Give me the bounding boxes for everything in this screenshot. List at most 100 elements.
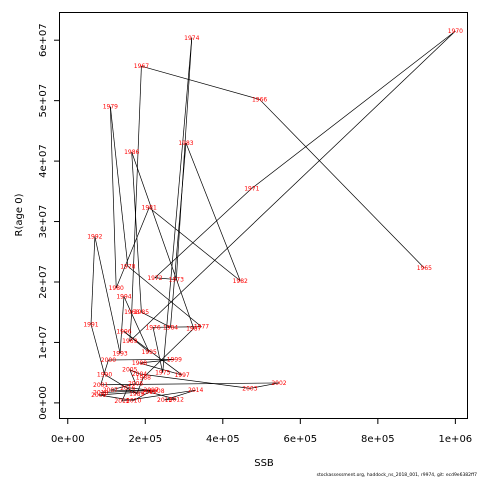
- segment-1992-1993: [94, 236, 121, 354]
- segment-1982-1983: [185, 142, 241, 281]
- year-label-1991: 1991: [83, 321, 98, 328]
- x-tick-label: 1e+06: [439, 434, 473, 445]
- segment-1972-1973: [154, 277, 177, 280]
- year-label-2018: 2018: [93, 390, 108, 397]
- segment-1965-1966: [259, 99, 425, 269]
- segment-2012-2013: [164, 398, 177, 401]
- year-label-2016: 2016: [120, 385, 135, 392]
- year-label-2004: 2004: [132, 371, 147, 378]
- year-label-2012: 2012: [169, 396, 184, 403]
- year-label-1996: 1996: [116, 329, 131, 336]
- segment-1987-1988: [143, 328, 194, 378]
- year-label-1980: 1980: [109, 285, 124, 292]
- year-label-1988: 1988: [136, 375, 151, 382]
- year-label-1984: 1984: [163, 324, 178, 331]
- x-tick-label: 4e+05: [206, 434, 240, 445]
- year-label-1997: 1997: [174, 372, 189, 379]
- segment-2015-2016: [121, 387, 129, 402]
- year-label-2017: 2017: [143, 387, 158, 394]
- year-label-2015: 2015: [114, 398, 129, 405]
- y-tick-label: 2e+07: [38, 265, 49, 299]
- segment-1975-1976: [152, 327, 164, 373]
- year-label-1982: 1982: [233, 278, 248, 285]
- x-axis-title: SSB: [254, 458, 274, 469]
- segment-1980-1981: [115, 207, 150, 289]
- year-label-1994: 1994: [116, 294, 131, 301]
- year-label-2009: 2009: [91, 392, 106, 399]
- y-tick-label: 0e+00: [38, 386, 49, 420]
- segment-1983-1984: [170, 142, 187, 328]
- year-label-2013: 2013: [157, 397, 172, 404]
- segment-1971-1972: [154, 188, 253, 279]
- segment-2000-2001: [100, 359, 109, 385]
- year-label-2000: 2000: [101, 357, 116, 364]
- segment-1993-1994: [119, 296, 125, 354]
- y-tick-label: 6e+07: [38, 23, 49, 57]
- year-label-1992: 1992: [87, 234, 102, 241]
- year-label-2002: 2002: [271, 380, 286, 387]
- year-label-1986: 1986: [124, 149, 139, 156]
- segment-1991-1992: [90, 236, 96, 325]
- year-label-1979: 1979: [103, 104, 118, 111]
- year-labels: 1965 1966 1967 1968 1969 1970 1971 1972 1973 1974…: [83, 28, 463, 405]
- year-label-1989: 1989: [129, 391, 144, 398]
- year-label-1976: 1976: [145, 324, 160, 331]
- segment-1966-1967: [141, 65, 260, 100]
- footnote: stockassessment.org, haddock_ns_2018_001…: [316, 473, 477, 478]
- year-label-1981: 1981: [142, 205, 157, 212]
- segment-1984-1985: [141, 311, 171, 328]
- year-label-1993: 1993: [112, 350, 127, 357]
- year-label-1969: 1969: [122, 338, 137, 345]
- year-label-1968: 1968: [124, 309, 139, 316]
- year-label-1970: 1970: [448, 28, 463, 35]
- segment-2004-2005: [129, 369, 140, 375]
- year-label-2005: 2005: [122, 367, 137, 374]
- segment-2014-2015: [121, 389, 196, 402]
- x-tick-label: 6e+05: [284, 434, 318, 445]
- x-tick-label: 2e+05: [128, 434, 162, 445]
- segment-1967-1968: [131, 66, 142, 313]
- y-tick-label: 4e+07: [38, 144, 49, 178]
- segment-2007-2008: [110, 389, 157, 392]
- year-label-2011: 2011: [142, 389, 157, 396]
- segment-2009-2010: [98, 394, 134, 401]
- y-axis-title: R(age 0): [14, 193, 25, 236]
- x-tick-label: 8e+05: [361, 434, 395, 445]
- year-label-2010: 2010: [126, 397, 141, 404]
- trajectory-lines: [90, 30, 456, 402]
- segment-1994-1995: [123, 296, 150, 353]
- year-label-1967: 1967: [134, 63, 149, 70]
- year-label-1985: 1985: [134, 309, 149, 316]
- year-label-1975: 1975: [155, 370, 170, 377]
- year-label-1995: 1995: [142, 349, 157, 356]
- year-label-2014: 2014: [188, 387, 203, 394]
- year-label-1965: 1965: [417, 265, 432, 272]
- plot-frame: [59, 12, 468, 419]
- year-label-1998: 1998: [132, 360, 147, 367]
- y-tick-label: 3e+07: [38, 205, 49, 239]
- year-label-2007: 2007: [103, 387, 118, 394]
- segment-1978-1979: [110, 106, 129, 267]
- segment-1981-1982: [148, 207, 241, 282]
- segment-1970-1971: [251, 30, 456, 189]
- x-tick-label: 0e+00: [51, 434, 85, 445]
- year-label-2003: 2003: [242, 385, 257, 392]
- year-label-2006: 2006: [128, 381, 143, 388]
- year-label-1972: 1972: [147, 275, 162, 282]
- year-label-1974: 1974: [184, 35, 199, 42]
- segment-1998-1999: [139, 359, 175, 364]
- segment-1979-1980: [110, 106, 117, 289]
- segment-2003-2004: [139, 373, 250, 389]
- y-tick-label: 1e+07: [38, 326, 49, 360]
- segment-1985-1986: [131, 152, 142, 313]
- year-label-1978: 1978: [120, 263, 135, 270]
- year-label-1987: 1987: [186, 326, 201, 333]
- year-label-1990: 1990: [97, 371, 112, 378]
- segment-2006-2007: [110, 383, 136, 391]
- y-axis: 0e+00 1e+07 2e+07 3e+07 4e+07 5e+07 6e+07: [38, 23, 60, 420]
- year-label-2001: 2001: [93, 382, 108, 389]
- segment-1969-1970: [129, 30, 456, 342]
- segment-1973-1974: [175, 37, 193, 280]
- year-label-1973: 1973: [169, 277, 184, 284]
